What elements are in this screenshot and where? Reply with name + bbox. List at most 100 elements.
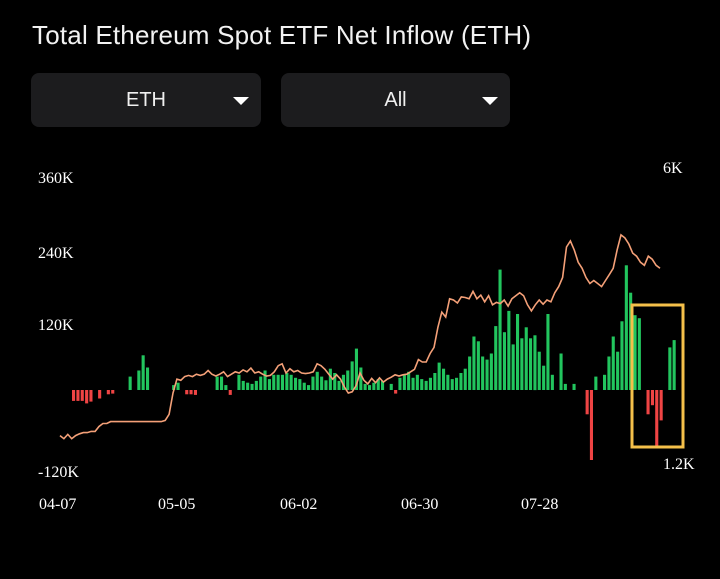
bar	[254, 380, 258, 390]
bar	[302, 382, 306, 390]
bar	[176, 382, 180, 390]
bar	[520, 338, 524, 390]
bar	[250, 383, 254, 390]
bar	[280, 374, 284, 390]
bar	[468, 356, 472, 390]
bar	[459, 373, 463, 390]
right-tick-label: 6K	[663, 160, 683, 177]
bar	[106, 390, 110, 395]
bar	[324, 380, 328, 390]
bar	[415, 374, 419, 390]
bar	[542, 365, 546, 390]
bar	[428, 377, 432, 390]
bar	[655, 390, 659, 448]
chevron-down-icon	[482, 97, 498, 105]
bar	[389, 383, 393, 390]
cumulative-line	[59, 233, 661, 440]
bar	[563, 383, 567, 390]
right-tick-label: 1.2K	[663, 456, 695, 473]
bar	[376, 379, 380, 390]
bar	[511, 344, 515, 390]
left-axis: 360K 240K 120K -120K	[38, 170, 79, 481]
left-tick-label: 360K	[38, 170, 74, 187]
bar	[516, 314, 520, 390]
bar	[585, 390, 589, 415]
bar	[328, 368, 332, 390]
bar	[550, 374, 554, 390]
bar	[80, 390, 84, 401]
bar	[463, 368, 467, 390]
bar	[650, 390, 654, 406]
bar	[276, 374, 280, 390]
bar	[616, 351, 620, 390]
bar	[620, 321, 624, 390]
bar	[668, 347, 672, 390]
bar	[529, 338, 533, 390]
x-tick-label: 06-02	[280, 496, 317, 513]
x-tick-label: 06-30	[401, 496, 438, 513]
bar	[263, 370, 267, 390]
bar	[215, 376, 219, 390]
bar	[398, 377, 402, 390]
bar	[350, 361, 354, 390]
bar	[333, 373, 337, 390]
bar	[285, 373, 289, 390]
bar	[259, 376, 263, 390]
bar	[420, 379, 424, 390]
bar	[98, 390, 102, 399]
bar	[137, 370, 141, 390]
bar	[368, 385, 372, 390]
bar	[307, 385, 311, 390]
bar	[476, 341, 480, 390]
bar	[289, 374, 293, 390]
bar	[76, 390, 80, 401]
bar	[363, 383, 367, 390]
bar	[546, 314, 550, 390]
bar	[450, 379, 454, 390]
bar	[524, 327, 528, 390]
bar	[337, 380, 341, 390]
bar	[594, 376, 598, 390]
bar	[611, 336, 615, 390]
bar	[224, 385, 228, 390]
bar	[472, 336, 476, 390]
bar	[433, 373, 437, 390]
bar	[672, 340, 676, 390]
bar	[381, 380, 385, 390]
bar	[311, 376, 315, 390]
bar	[646, 390, 650, 415]
bar	[489, 353, 493, 390]
x-tick-label: 07-28	[521, 496, 558, 513]
bar	[437, 362, 441, 390]
bar	[89, 390, 93, 402]
left-tick-label: 240K	[38, 245, 74, 262]
bar	[424, 380, 428, 390]
bar	[237, 374, 241, 390]
bar	[559, 353, 563, 390]
range-dropdown[interactable]: All	[281, 73, 510, 127]
bar	[533, 335, 537, 391]
bar	[603, 374, 607, 390]
bar	[633, 315, 637, 390]
bar	[481, 356, 485, 390]
bar	[637, 318, 641, 390]
asset-dropdown[interactable]: ETH	[31, 73, 261, 127]
bar	[85, 390, 89, 404]
bar	[372, 382, 376, 390]
bar	[572, 383, 576, 390]
bar	[442, 368, 446, 390]
bar	[72, 390, 76, 401]
left-tick-label: 120K	[38, 317, 74, 334]
bar	[320, 376, 324, 390]
bar	[446, 374, 450, 390]
bar	[228, 390, 232, 395]
bar	[359, 367, 363, 390]
bar	[220, 376, 224, 390]
chart-title: Total Ethereum Spot ETF Net Inflow (ETH)	[32, 20, 532, 50]
bar	[507, 310, 511, 390]
bar	[411, 377, 415, 390]
bar	[172, 385, 176, 390]
bar-series	[72, 265, 676, 460]
left-tick-label: -120K	[38, 464, 79, 481]
